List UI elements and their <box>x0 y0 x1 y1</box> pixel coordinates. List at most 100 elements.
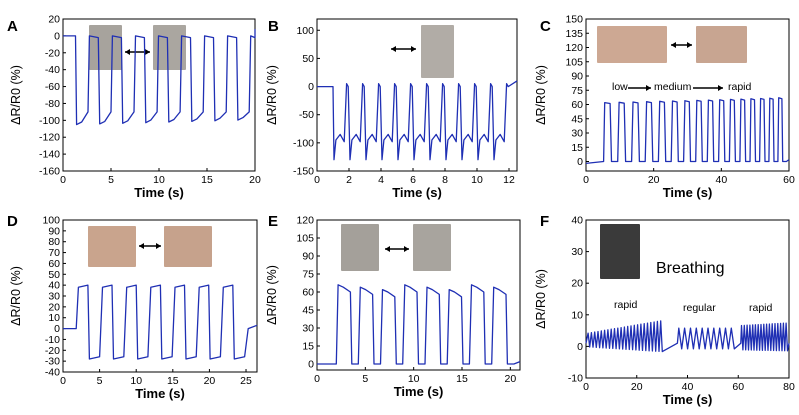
y-tick-label: -10 <box>45 334 60 346</box>
x-tick-label: 20 <box>204 375 216 387</box>
y-tick-label: -140 <box>39 149 60 161</box>
x-tick-label: 20 <box>631 381 643 393</box>
panel-letter: C <box>540 18 551 35</box>
y-tick-label: 105 <box>565 56 583 68</box>
y-axis-label: ΔR/R0 (%) <box>9 65 23 125</box>
x-tick-label: 15 <box>456 373 468 385</box>
foot-photo <box>421 25 454 78</box>
y-tick-label: 45 <box>302 305 314 317</box>
y-tick-label: 20 <box>571 278 583 290</box>
y-tick-label: 50 <box>48 269 60 281</box>
y-tick-label: 135 <box>565 28 583 40</box>
series-line <box>585 97 790 165</box>
x-tick-label: 80 <box>783 381 795 393</box>
y-tick-label: -20 <box>45 47 60 59</box>
x-tick-label: 0 <box>314 373 320 385</box>
double-arrow-icon-tail <box>391 46 396 52</box>
x-tick-label: 60 <box>783 174 795 186</box>
double-arrow-icon-tail <box>671 42 676 48</box>
series-line <box>63 29 256 126</box>
y-tick-label: 40 <box>571 215 583 227</box>
y-tick-label: 40 <box>48 280 60 292</box>
panel-letter: D <box>7 213 18 230</box>
wrist-straight-photo <box>88 226 136 267</box>
plot-frame <box>316 219 521 371</box>
panel-a: A -160 -140 -120 -100 -80 -60 -40 -20 0 20 0 5 10 15 20… <box>7 14 261 201</box>
y-tick-label: 30 <box>571 246 583 258</box>
x-tick-label: 20 <box>504 373 516 385</box>
y-axis-label: ΔR/R0 (%) <box>265 265 279 325</box>
y-tick-label: 20 <box>48 301 60 313</box>
y-tick-label: 120 <box>565 42 583 54</box>
x-tick-label: 0 <box>60 174 66 186</box>
annotation: regular <box>683 302 716 314</box>
double-arrow-icon-tail <box>125 49 130 55</box>
y-tick-label: 90 <box>571 71 583 83</box>
x-tick-label: 40 <box>682 381 694 393</box>
x-tick-label: 0 <box>314 174 320 186</box>
y-tick-label: -10 <box>568 373 583 385</box>
plot-frame <box>585 18 790 172</box>
y-tick-label: -40 <box>45 367 60 379</box>
y-tick-label: 150 <box>565 14 583 26</box>
y-tick-label: -80 <box>45 98 60 110</box>
x-tick-label: 12 <box>503 174 515 186</box>
y-axis-label: ΔR/R0 (%) <box>534 65 548 125</box>
x-tick-label: 25 <box>240 375 252 387</box>
y-tick-label: 105 <box>296 233 314 245</box>
annotation: low <box>612 81 628 93</box>
x-tick-label: 2 <box>346 174 352 186</box>
x-tick-label: 10 <box>153 174 165 186</box>
y-axis-label: ΔR/R0 (%) <box>265 65 279 125</box>
y-tick-label: -120 <box>39 132 60 144</box>
y-tick-label: 75 <box>302 269 314 281</box>
x-tick-label: 0 <box>583 174 589 186</box>
x-tick-label: 10 <box>130 375 142 387</box>
y-tick-label: 15 <box>302 341 314 353</box>
panel-letter: A <box>7 18 18 35</box>
x-tick-label: 40 <box>715 174 727 186</box>
x-axis-label: Time (s) <box>392 185 442 200</box>
y-tick-label: -100 <box>293 137 314 149</box>
y-tick-label: 0 <box>54 30 60 42</box>
x-axis-label: Time (s) <box>134 185 184 200</box>
series-line <box>63 284 258 360</box>
x-tick-label: 8 <box>442 174 448 186</box>
y-tick-label: 0 <box>577 156 583 168</box>
x-axis-label: Time (s) <box>663 392 713 407</box>
double-arrow-icon-head <box>156 243 161 249</box>
panel-e: E 0 15 30 45 60 75 90 105 120 0 5 10 15 20 Time (s) ΔR/R… <box>265 213 521 399</box>
y-tick-label: 50 <box>302 53 314 65</box>
x-tick-label: 15 <box>201 174 213 186</box>
y-axis-label: ΔR/R0 (%) <box>534 269 548 329</box>
x-tick-label: 10 <box>408 373 420 385</box>
y-tick-label: -160 <box>39 166 60 178</box>
x-tick-label: 60 <box>732 381 744 393</box>
y-tick-label: 30 <box>48 291 60 303</box>
legs-standing-photo <box>341 224 379 271</box>
y-tick-label: -150 <box>293 166 314 178</box>
finger-straight-photo <box>597 26 667 63</box>
annotation-arrow-head <box>718 85 723 91</box>
y-tick-label: 20 <box>48 14 60 26</box>
x-axis-label: Time (s) <box>663 185 713 200</box>
y-tick-label: -100 <box>39 115 60 127</box>
x-tick-label: 15 <box>167 375 179 387</box>
double-arrow-icon-head <box>145 49 150 55</box>
knee-bent-photo <box>413 224 451 271</box>
y-tick-label: 0 <box>308 359 314 371</box>
y-tick-label: -50 <box>299 109 314 121</box>
x-tick-label: 20 <box>249 174 261 186</box>
plot-frame <box>316 18 518 172</box>
y-tick-label: 60 <box>571 99 583 111</box>
y-tick-label: 45 <box>571 113 583 125</box>
legs-standing-photo <box>89 25 122 70</box>
double-arrow-icon-tail <box>385 246 390 252</box>
y-tick-label: 0 <box>577 341 583 353</box>
double-arrow-icon-tail <box>139 243 144 249</box>
